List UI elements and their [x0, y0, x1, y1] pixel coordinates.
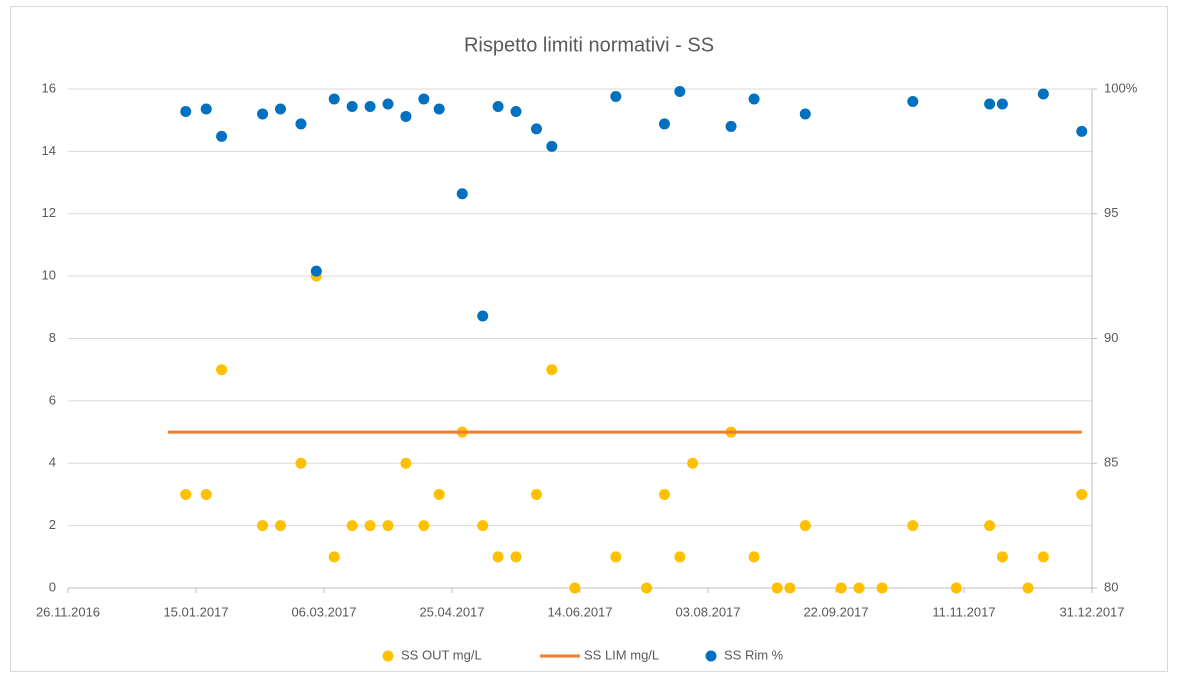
y2-tick-label: 90	[1104, 330, 1118, 345]
data-point	[418, 520, 430, 532]
data-point	[996, 551, 1008, 563]
y-tick-label: 10	[42, 268, 56, 283]
data-point	[1037, 551, 1049, 563]
data-point	[530, 123, 542, 135]
data-point	[346, 520, 358, 532]
data-point	[492, 551, 504, 563]
y2-tick-label: 85	[1104, 455, 1118, 470]
legend-label: SS OUT mg/L	[401, 647, 482, 662]
chart-title: Rispetto limiti normativi - SS	[464, 34, 714, 56]
data-point	[530, 488, 542, 500]
data-point	[180, 488, 192, 500]
x-tick-label: 31.12.2017	[1059, 604, 1124, 619]
data-point	[257, 108, 269, 120]
data-point	[950, 582, 962, 594]
data-point	[674, 551, 686, 563]
data-point	[641, 582, 653, 594]
data-point	[546, 364, 558, 376]
data-point	[799, 520, 811, 532]
x-tick-label: 25.04.2017	[419, 604, 484, 619]
x-tick-label: 03.08.2017	[675, 604, 740, 619]
y-tick-label: 14	[42, 143, 56, 158]
x-tick-label: 14.06.2017	[547, 604, 612, 619]
data-point	[346, 100, 358, 112]
y-tick-label: 4	[49, 455, 56, 470]
y-tick-label: 16	[42, 80, 56, 95]
x-tick-label: 06.03.2017	[291, 604, 356, 619]
data-point	[216, 364, 228, 376]
x-tick-label: 26.11.2016	[36, 604, 100, 619]
data-point	[748, 551, 760, 563]
data-point	[687, 457, 699, 469]
data-point	[1037, 88, 1049, 100]
data-point	[200, 103, 212, 115]
data-point	[876, 582, 888, 594]
y-tick-label: 8	[49, 330, 56, 345]
y-tick-label: 0	[49, 579, 56, 594]
data-point	[984, 520, 996, 532]
data-point	[364, 520, 376, 532]
data-point	[328, 551, 340, 563]
data-point	[257, 520, 269, 532]
data-point	[310, 265, 322, 277]
y-tick-label: 2	[49, 517, 56, 532]
data-point	[674, 85, 686, 97]
data-point	[835, 582, 847, 594]
data-point	[216, 130, 228, 142]
data-point	[1076, 488, 1088, 500]
data-point	[658, 488, 670, 500]
data-point	[400, 110, 412, 122]
data-point	[456, 188, 468, 200]
data-point	[477, 520, 489, 532]
data-point	[510, 105, 522, 117]
data-point	[784, 582, 796, 594]
y-tick-label: 6	[49, 392, 56, 407]
data-point	[799, 108, 811, 120]
x-tick-label: 15.01.2017	[163, 604, 228, 619]
y-tick-label: 12	[42, 205, 56, 220]
data-point	[433, 103, 445, 115]
data-point	[492, 100, 504, 112]
legend-swatch	[382, 650, 394, 662]
data-point	[725, 120, 737, 132]
data-point	[400, 457, 412, 469]
data-point	[274, 103, 286, 115]
data-point	[771, 582, 783, 594]
data-point	[748, 93, 760, 105]
data-point	[328, 93, 340, 105]
x-tick-label: 11.11.2017	[932, 604, 995, 619]
data-point	[984, 98, 996, 110]
data-point	[1076, 125, 1088, 137]
x-tick-label: 22.09.2017	[803, 604, 868, 619]
data-point	[274, 520, 286, 532]
data-point	[907, 520, 919, 532]
data-point	[477, 310, 489, 322]
data-point	[1022, 582, 1034, 594]
data-point	[996, 98, 1008, 110]
data-point	[382, 520, 394, 532]
data-point	[546, 140, 558, 152]
y2-tick-label: 100%	[1104, 80, 1138, 95]
data-point	[907, 95, 919, 107]
y2-tick-label: 95	[1104, 205, 1118, 220]
legend-swatch	[705, 650, 717, 662]
data-point	[658, 118, 670, 130]
data-point	[510, 551, 522, 563]
data-point	[610, 90, 622, 102]
data-point	[382, 98, 394, 110]
y2-tick-label: 80	[1104, 579, 1118, 594]
data-point	[364, 100, 376, 112]
data-point	[853, 582, 865, 594]
data-point	[433, 488, 445, 500]
data-point	[569, 582, 581, 594]
legend-label: SS LIM mg/L	[584, 647, 659, 662]
data-point	[200, 488, 212, 500]
legend-label: SS Rim %	[724, 647, 784, 662]
data-point	[295, 457, 307, 469]
data-point	[610, 551, 622, 563]
data-point	[295, 118, 307, 130]
data-point	[418, 93, 430, 105]
data-point	[180, 105, 192, 117]
